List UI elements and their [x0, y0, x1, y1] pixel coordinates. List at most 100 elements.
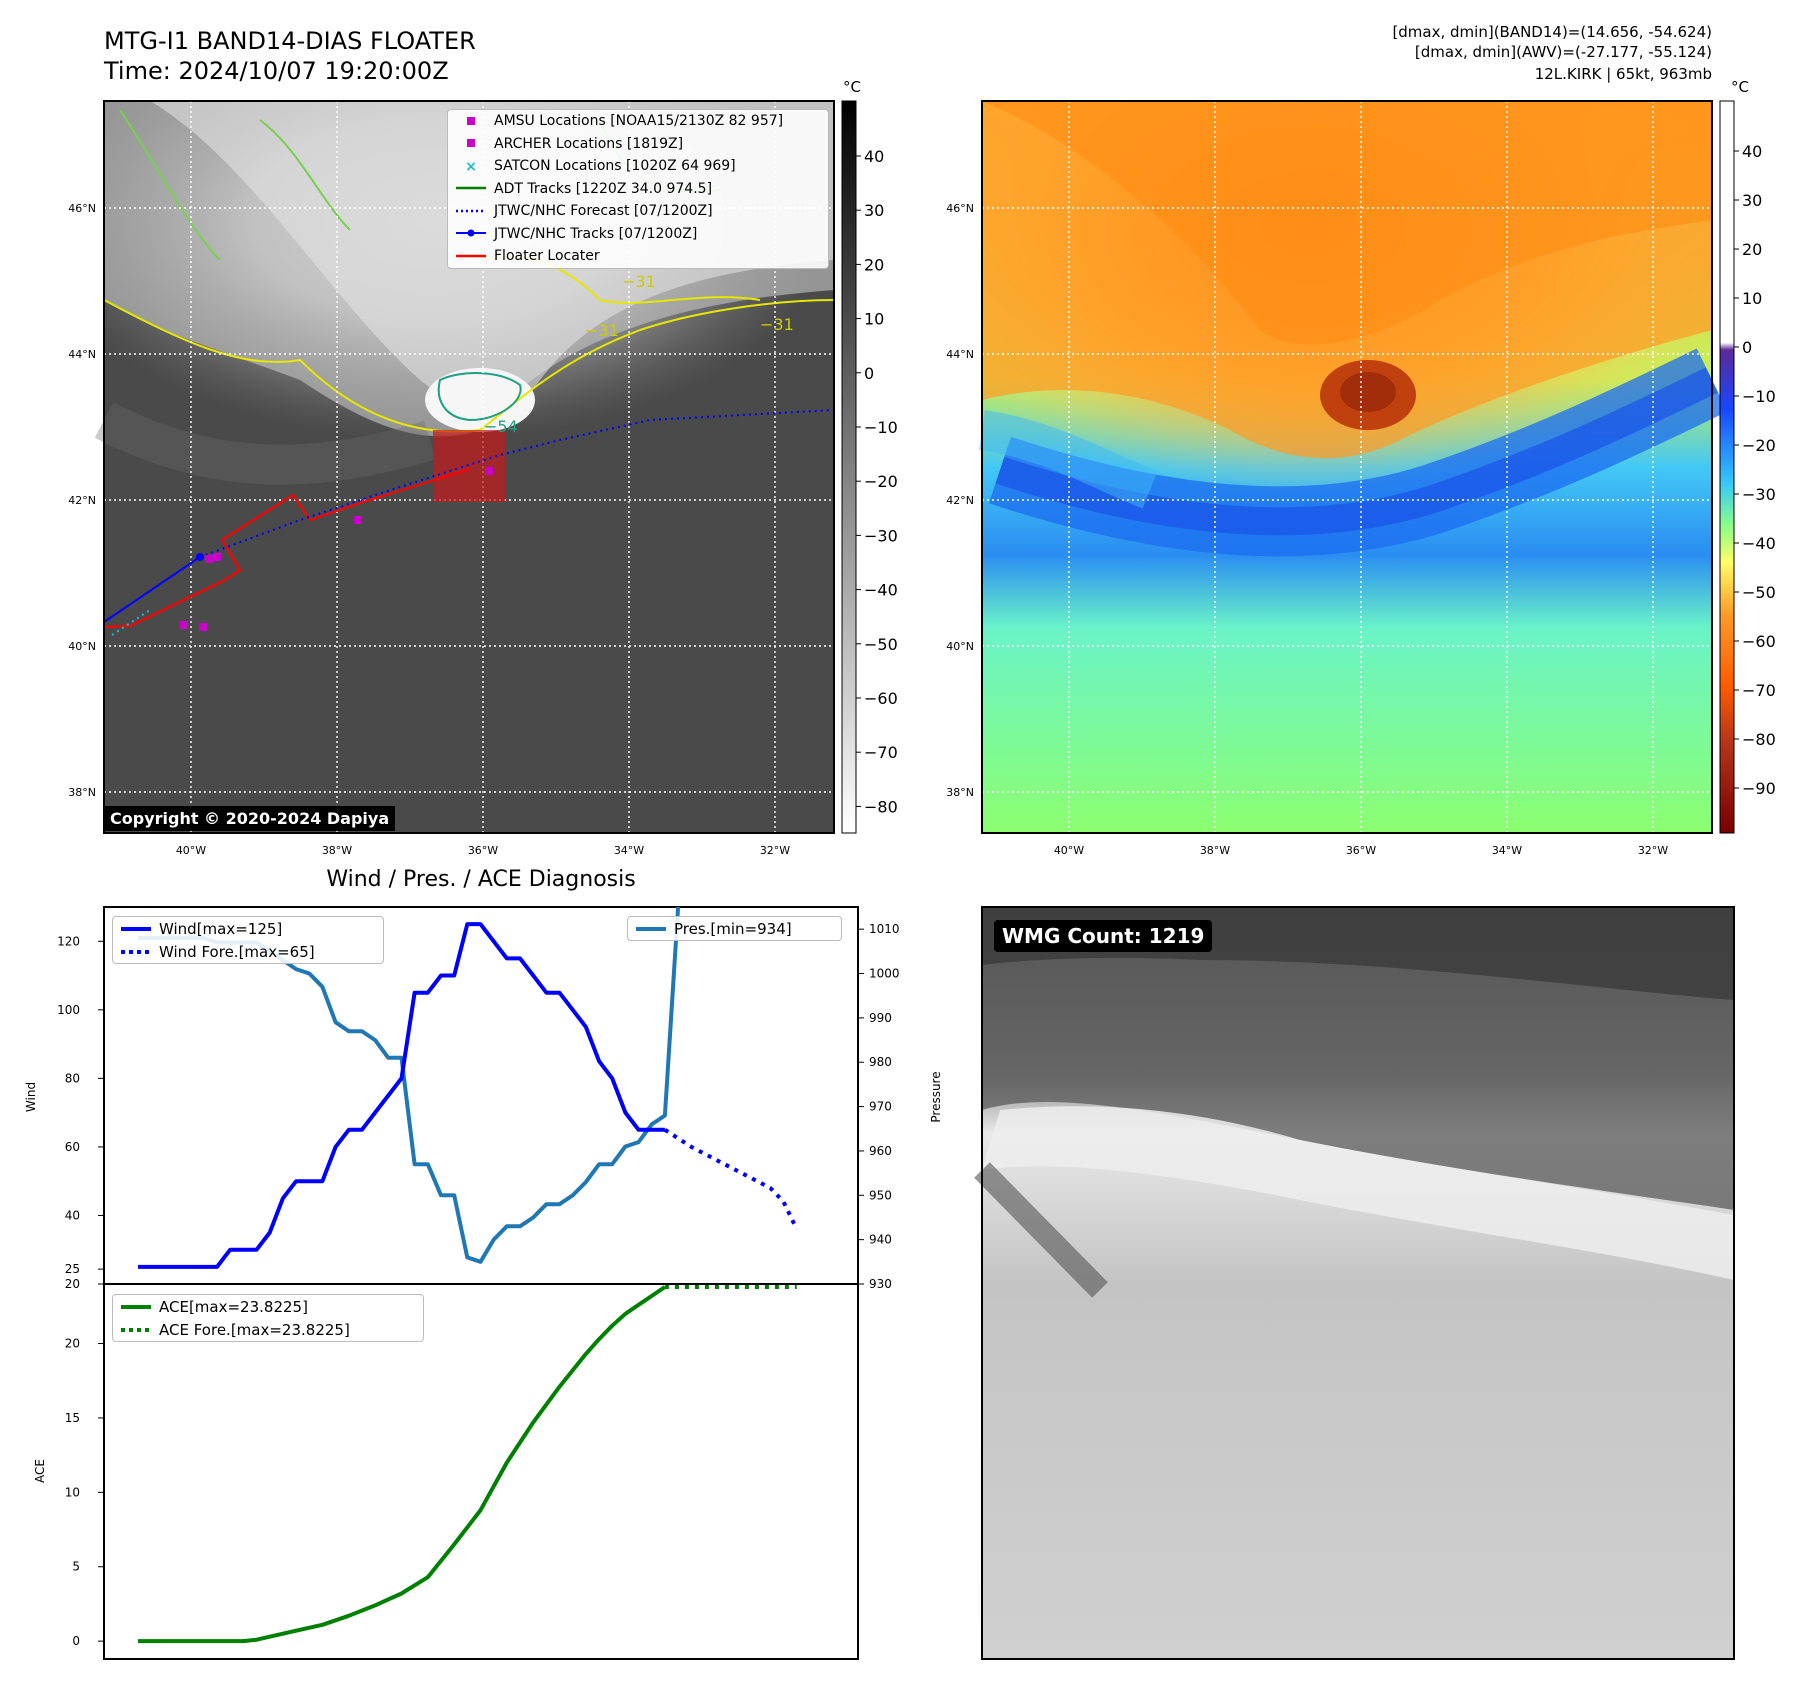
svg-text:×: ×: [465, 159, 477, 175]
colorbar-tick-label: 10: [864, 310, 884, 329]
lat-tick-label: 38°N: [68, 786, 96, 799]
awv-colorbar: [1719, 100, 1735, 834]
legend-item: JTWC/NHC Forecast [07/1200Z]: [448, 200, 828, 223]
lon-tick-label: 40°W: [176, 844, 206, 857]
dmax-awv: [dmax, dmin](AWV)=(-27.177, -55.124): [1414, 43, 1712, 61]
colorbar-tick-label: 0: [864, 364, 874, 383]
lon-tick-label: 38°W: [1200, 844, 1230, 857]
legend-label: AMSU Locations [NOAA15/2130Z 82 957]: [494, 113, 784, 130]
wind-pressure-plot: 20 40 60 80 100 120 930 940 950 960 970 980 990 1000 1…: [57, 906, 900, 1291]
legend-item: JTWC/NHC Tracks [07/1200Z]: [448, 223, 828, 246]
colorbar-tick-label: −50: [1742, 583, 1776, 602]
awv-image-panel: [978, 100, 1728, 834]
colorbar-tick-label: −90: [1742, 779, 1776, 798]
legend-item: ACE Fore.[max=23.8225]: [113, 1318, 423, 1341]
contour-label: −31: [585, 321, 619, 340]
lon-tick-label: 36°W: [468, 844, 498, 857]
colorbar-tick-label: −50: [864, 635, 898, 654]
ace-tick-label: 10: [65, 1485, 80, 1499]
legend-swatch: [456, 209, 486, 212]
pressure-tick-label: 930: [869, 1277, 892, 1291]
colorbar-tick-label: 0: [1742, 338, 1752, 357]
pressure-tick-label: 980: [869, 1055, 892, 1069]
colorbar-tick-label: 30: [864, 201, 884, 220]
lon-tick-label: 34°W: [614, 844, 644, 857]
lat-tick-label: 38°N: [946, 786, 974, 799]
colorbar-tick-label: −30: [864, 526, 898, 545]
colorbar-tick-label: −40: [1742, 534, 1776, 553]
colorbar-tick-label: −80: [1742, 730, 1776, 749]
pressure-tick-label: 950: [869, 1188, 892, 1202]
lat-tick-label: 40°N: [68, 640, 96, 653]
lat-tick-label: 44°N: [68, 348, 96, 361]
legend-item: Pres.[min=934]: [628, 917, 841, 940]
legend-swatch: [456, 254, 486, 257]
colorbar-tick-label: −10: [864, 418, 898, 437]
colorbar-tick-label: 20: [1742, 240, 1762, 259]
colorbar-tick-label: 40: [864, 147, 884, 166]
legend-label: Floater Locater: [494, 248, 600, 265]
wind-series-line: [138, 922, 665, 1269]
lon-tick-label: 34°W: [1492, 844, 1522, 857]
contour-label: −31: [760, 315, 794, 334]
lat-tick-label: 44°N: [946, 348, 974, 361]
legend-label: ARCHER Locations [1819Z]: [494, 135, 684, 152]
legend-swatch: ×: [465, 159, 477, 175]
colorbar-tick-label: 20: [864, 255, 884, 274]
lon-tick-label: 32°W: [760, 844, 790, 857]
pressure-axis-label: Pressure: [929, 1071, 943, 1122]
colorbar-tick-label: −10: [1742, 387, 1776, 406]
ace-tick-label: 5: [72, 1560, 80, 1574]
colorbar-tick-label: −20: [864, 472, 898, 491]
dotted-line-swatch: [121, 1328, 151, 1332]
legend-item: ACE[max=23.8225]: [113, 1295, 423, 1318]
legend-swatch: [456, 229, 486, 237]
lat-tick-label: 42°N: [946, 494, 974, 507]
pressure-tick-label: 940: [869, 1233, 892, 1247]
legend-swatch: [456, 187, 486, 190]
colorbar-tick-label: 30: [1742, 191, 1762, 210]
lat-tick-label: 40°N: [946, 640, 974, 653]
copyright-badge: Copyright © 2020-2024 Dapiya: [104, 806, 396, 831]
legend-swatch: [467, 116, 475, 125]
legend-item: Floater Locater: [448, 245, 828, 268]
wind-forecast-line: [663, 1128, 799, 1231]
pressure-tick-label: 1000: [869, 967, 900, 981]
ace-tick-label: 20: [65, 1337, 80, 1351]
ace-series-line: [138, 1285, 667, 1644]
wind-tick-label: 80: [65, 1071, 80, 1085]
colorbar-tick-label: −40: [864, 581, 898, 600]
ir-colorbar: [841, 100, 857, 834]
solid-line-swatch: [121, 1305, 151, 1309]
ace-axis-label: ACE: [33, 1459, 47, 1483]
pressure-legend: Pres.[min=934]: [627, 916, 842, 941]
legend-item: Wind Fore.[max=65]: [113, 940, 383, 963]
legend-label: JTWC/NHC Forecast [07/1200Z]: [494, 203, 713, 220]
lon-tick-label: 40°W: [1054, 844, 1084, 857]
wind-legend: Wind[max=125] Wind Fore.[max=65]: [112, 916, 384, 964]
colorbar-tick-label: −70: [1742, 681, 1776, 700]
ace-tick-label: 25: [65, 1262, 80, 1276]
wmg-count-badge: WMG Count: 1219: [994, 920, 1213, 952]
ace-legend: ACE[max=23.8225] ACE Fore.[max=23.8225]: [112, 1294, 424, 1342]
ir-colorbar-unit: °C: [843, 78, 861, 96]
figure-time: Time: 2024/10/07 19:20:00Z: [104, 57, 449, 85]
figure-title: MTG-I1 BAND14-DIAS FLOATER: [104, 27, 476, 55]
legend-item: × SATCON Locations [1020Z 64 969]: [448, 155, 828, 178]
lat-tick-label: 46°N: [946, 202, 974, 215]
ace-tick-label: 0: [72, 1634, 80, 1648]
colorbar-tick-label: −80: [864, 797, 898, 816]
wmg-image-panel: [974, 906, 1735, 1660]
ace-tick-label: 15: [65, 1411, 80, 1425]
lon-tick-label: 32°W: [1638, 844, 1668, 857]
wind-tick-label: 20: [65, 1277, 80, 1291]
lon-tick-label: 36°W: [1346, 844, 1376, 857]
legend-label: SATCON Locations [1020Z 64 969]: [494, 158, 736, 175]
solid-line-swatch: [121, 927, 151, 931]
legend-label: JTWC/NHC Tracks [07/1200Z]: [494, 225, 698, 242]
colorbar-tick-label: 40: [1742, 142, 1762, 161]
colorbar-tick-label: −60: [1742, 632, 1776, 651]
dotted-line-swatch: [121, 950, 151, 954]
